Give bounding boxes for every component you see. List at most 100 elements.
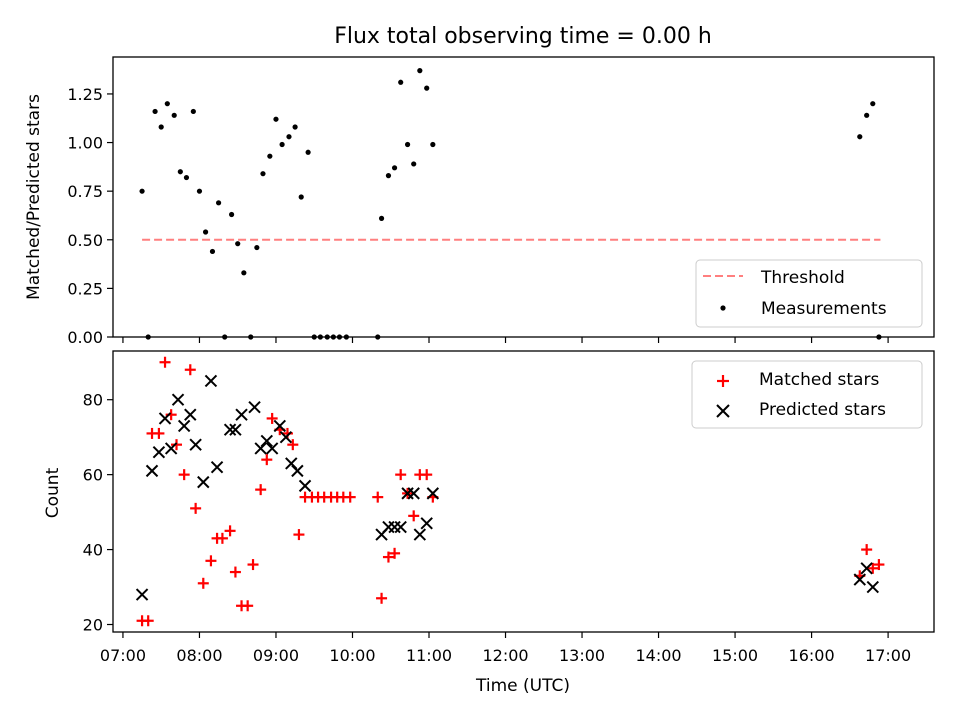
measurement-point	[235, 241, 241, 247]
matched-star-point	[224, 525, 236, 537]
x-tick-label: 08:00	[176, 646, 222, 665]
predicted-star-point	[189, 438, 202, 451]
legend-threshold-label: Threshold	[760, 268, 845, 288]
measurement-point	[183, 174, 190, 181]
measurement-point	[330, 334, 336, 340]
legend-predicted-label: Predicted stars	[759, 400, 886, 420]
measurement-point	[222, 334, 228, 340]
measurement-point	[311, 334, 317, 340]
measurement-point	[228, 211, 235, 218]
measurement-point	[857, 134, 863, 140]
predicted-star-point	[145, 464, 159, 478]
measurement-point	[254, 244, 260, 251]
measurement-point	[177, 169, 183, 175]
matched-star-point	[395, 469, 407, 481]
predicted-star-point	[210, 460, 224, 474]
predicted-star-point	[204, 374, 218, 388]
top-y-axis-label: Matched/Predicted stars	[24, 94, 44, 300]
measurement-point	[411, 161, 417, 167]
matched-star-point	[178, 469, 190, 481]
bottom-legend: Matched stars Predicted stars	[691, 360, 923, 429]
x-tick-label: 13:00	[559, 646, 605, 665]
x-tick-label: 10:00	[329, 646, 375, 665]
matched-star-point	[281, 427, 293, 439]
measurement-point	[864, 112, 870, 118]
matched-star-point	[142, 615, 154, 627]
predicted-star-point	[860, 562, 873, 575]
measurement-point	[196, 188, 203, 194]
measurement-point	[209, 248, 216, 255]
measurement-point	[286, 134, 292, 140]
matched-star-point	[255, 484, 267, 496]
measurement-point	[430, 141, 436, 148]
x-tick-label: 16:00	[789, 646, 835, 665]
predicted-star-point	[407, 487, 420, 500]
predicted-star-point	[394, 520, 407, 534]
top-chart-title: Flux total observing time = 0.00 h	[334, 24, 712, 49]
x-tick-label: 17:00	[865, 646, 911, 665]
matched-star-point	[171, 439, 183, 451]
top-y-tick-label: 0.75	[67, 182, 103, 201]
x-axis-label: Time (UTC)	[475, 676, 570, 696]
predicted-star-point	[235, 408, 248, 421]
measurement-point	[248, 334, 254, 340]
top-axes-frame	[112, 56, 935, 338]
matched-star-point	[216, 532, 228, 544]
measurement-point	[391, 165, 398, 171]
x-tick-label: 15:00	[712, 646, 758, 665]
measurement-point	[241, 270, 247, 276]
matched-star-point	[372, 491, 384, 503]
predicted-star-point	[248, 400, 261, 414]
measurement-point	[202, 229, 209, 235]
predicted-star-point	[171, 393, 185, 406]
matched-star-point	[205, 555, 217, 567]
measurement-point	[190, 108, 196, 115]
measurement-point	[139, 188, 145, 194]
bottom-y-tick-label: 40	[83, 541, 103, 560]
measurement-point	[292, 124, 298, 130]
matched-star-point	[382, 551, 394, 563]
matched-star-point	[266, 412, 278, 424]
measurement-point	[152, 108, 158, 115]
predicted-star-point	[135, 588, 149, 601]
bottom-y-tick-label: 20	[83, 616, 103, 635]
predicted-star-point	[291, 464, 304, 478]
matched-star-point	[389, 547, 401, 559]
matched-star-point	[242, 600, 254, 612]
top-y-tick-label: 0.50	[67, 231, 103, 250]
bottom-axes-frame	[112, 350, 935, 633]
measurement-point	[876, 334, 882, 340]
measurement-point	[324, 334, 330, 340]
predicted-star-point	[298, 479, 312, 493]
measurement-point	[404, 141, 411, 148]
matched-star-point	[293, 529, 305, 541]
top-y-tick-label: 1.00	[67, 134, 103, 153]
measurement-point	[375, 334, 381, 340]
top-legend: Threshold Measurements	[695, 259, 923, 328]
measurement-point	[336, 334, 343, 340]
measurement-point	[158, 124, 164, 130]
measurement-point	[260, 171, 266, 177]
bottom-y-axis-label: Count	[43, 467, 63, 518]
matched-star-point	[873, 559, 885, 571]
measurement-point	[398, 79, 404, 85]
measurement-point	[267, 153, 273, 159]
predicted-star-point	[426, 487, 440, 500]
measurement-point	[870, 101, 876, 107]
matched-star-point	[344, 491, 356, 503]
measurement-point	[305, 149, 311, 155]
matched-star-point	[229, 566, 241, 578]
x-tick-label: 14:00	[635, 646, 681, 665]
matched-star-point	[408, 510, 420, 522]
predicted-star-point	[223, 423, 237, 436]
measurement-point	[215, 200, 222, 206]
measurement-point	[385, 173, 392, 179]
top-y-tick-label: 1.25	[67, 85, 103, 104]
matched-star-point	[197, 577, 209, 589]
matched-star-point	[861, 544, 873, 556]
predicted-star-point	[164, 442, 178, 455]
predicted-star-point	[152, 445, 166, 459]
measurement-point	[298, 194, 304, 200]
top-y-tick-label: 0.00	[67, 328, 103, 347]
